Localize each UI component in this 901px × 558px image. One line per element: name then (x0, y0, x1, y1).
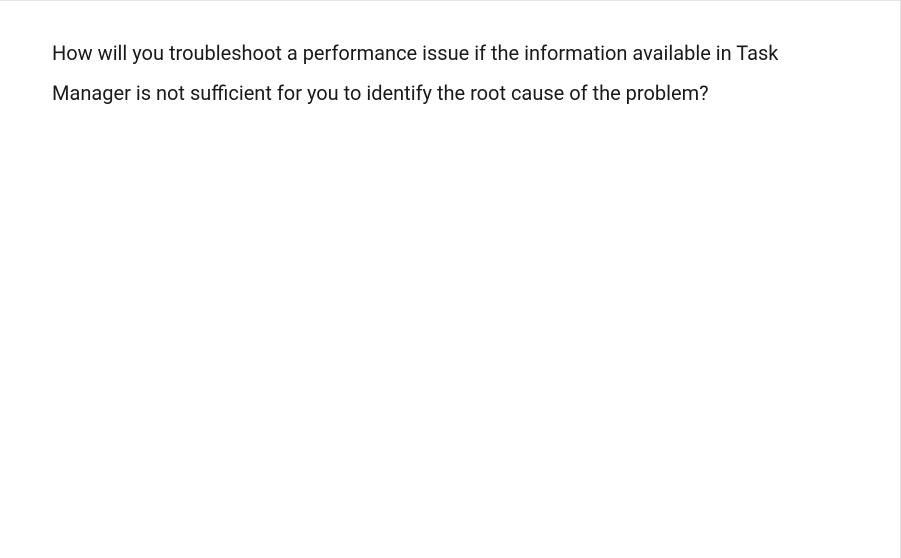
content-area: How will you troubleshoot a performance … (0, 1, 900, 145)
question-text: How will you troubleshoot a performance … (52, 33, 852, 113)
